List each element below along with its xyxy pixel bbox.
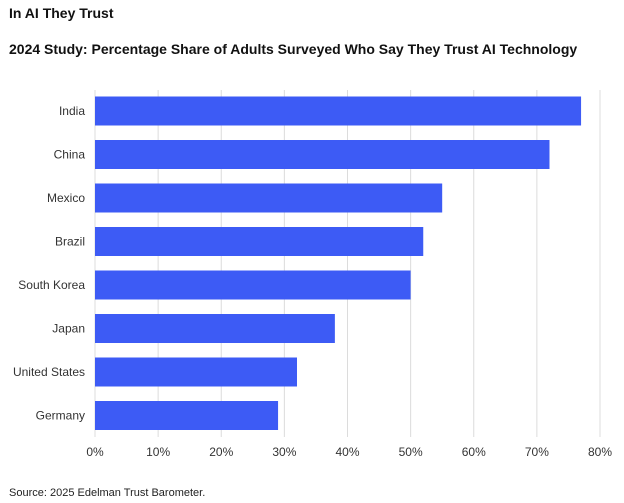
chart-subtitle: 2024 Study: Percentage Share of Adults S…	[9, 41, 578, 57]
category-label: Germany	[36, 409, 85, 423]
bar-china	[95, 140, 550, 169]
bar-brazil	[95, 227, 424, 256]
x-tick-label: 20%	[209, 445, 233, 459]
bar-united-states	[95, 357, 297, 387]
bar-germany	[95, 401, 279, 430]
x-tick-label: 0%	[86, 445, 104, 459]
bar-india	[95, 96, 582, 126]
chart-title: In AI They Trust	[9, 5, 114, 21]
bars	[95, 96, 582, 430]
x-tick-label: 70%	[525, 445, 549, 459]
x-tick-label: 30%	[272, 445, 296, 459]
bar-japan	[95, 314, 335, 343]
bar-mexico	[95, 183, 443, 213]
category-label: India	[59, 104, 85, 118]
bar-south-korea	[95, 270, 411, 300]
category-label: China	[54, 148, 86, 162]
x-tick-label: 50%	[399, 445, 423, 459]
category-label: Mexico	[47, 191, 85, 205]
source-note: Source: 2025 Edelman Trust Barometer.	[9, 487, 206, 499]
x-tick-labels: 0% 10% 20% 30% 40% 50% 60% 70% 80%	[86, 445, 612, 459]
x-tick-label: 10%	[146, 445, 170, 459]
category-label: United States	[13, 365, 85, 379]
x-tick-label: 40%	[335, 445, 359, 459]
x-tick-label: 60%	[462, 445, 486, 459]
category-labels: India China Mexico Brazil South Korea Japan Un…	[13, 104, 85, 423]
category-label: Japan	[52, 322, 85, 336]
category-label: Brazil	[55, 235, 85, 249]
category-label: South Korea	[18, 278, 85, 292]
x-tick-label: 80%	[588, 445, 612, 459]
